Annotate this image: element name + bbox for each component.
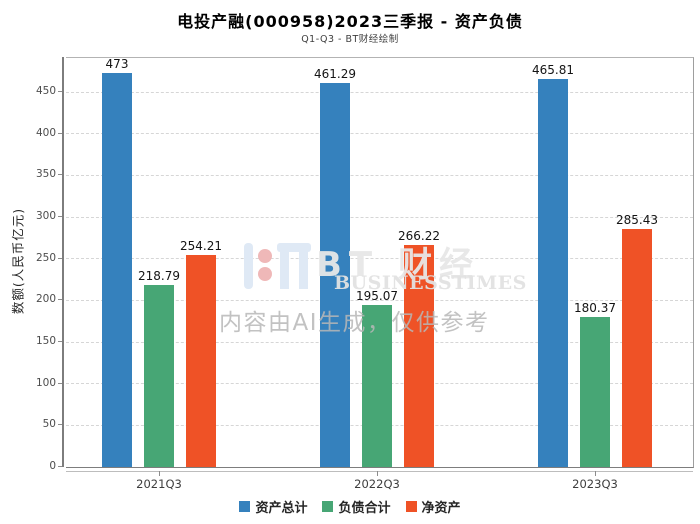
y-tick-mark: [58, 299, 62, 301]
bar-value-label: 180.37: [574, 300, 616, 315]
bar-资产总计-2021Q3: [102, 73, 132, 467]
bar-负债合计-2021Q3: [144, 284, 174, 467]
y-tick-mark: [58, 132, 62, 134]
legend-swatch: [405, 500, 417, 512]
bar-value-label: 266.22: [398, 229, 440, 244]
bar-value-label: 285.43: [616, 213, 658, 228]
legend-swatch: [322, 500, 334, 512]
gridline: [66, 299, 693, 301]
legend-label: 负债合计: [338, 500, 391, 516]
y-tick-mark: [58, 382, 62, 384]
bar-value-label: 195.07: [356, 288, 398, 303]
y-tick-label: 50: [42, 418, 56, 431]
y-tick-label: 350: [35, 168, 56, 181]
legend-swatch: [239, 500, 251, 512]
y-tick-mark: [58, 257, 62, 259]
bar-净资产-2023Q3: [622, 229, 652, 467]
x-tick-mark: [595, 471, 596, 476]
x-tick-mark: [377, 471, 378, 476]
bar-资产总计-2023Q3: [538, 78, 568, 467]
legend-label: 资产总计: [255, 500, 308, 516]
y-tick-label: 200: [35, 293, 56, 306]
y-tick-mark: [58, 216, 62, 218]
legend-item-资产总计: 资产总计: [239, 497, 307, 516]
watermark-disclaimer: 内容由AI生成，仅供参考: [219, 310, 490, 336]
x-tick-label: 2022Q3: [354, 477, 400, 491]
gridline: [66, 216, 693, 218]
y-tick-label: 400: [35, 126, 56, 139]
x-axis-line: [66, 471, 693, 472]
bar-净资产-2021Q3: [186, 255, 216, 467]
y-tick-mark: [58, 174, 62, 176]
y-tick-label: 300: [35, 210, 56, 223]
plot-area: 473 461.29 465.81 218.79 195.07 180.37 254.21 2…: [66, 57, 694, 468]
gridline: [66, 133, 693, 135]
y-tick-mark: [58, 341, 62, 343]
gridline: [66, 91, 693, 93]
y-tick-label: 150: [35, 335, 56, 348]
legend-item-净资产: 净资产: [405, 497, 461, 516]
legend-item-负债合计: 负债合计: [322, 497, 391, 516]
bar-资产总计-2022Q3: [320, 82, 350, 467]
legend: 资产总计 负债合计 净资产: [0, 497, 700, 516]
bar-负债合计-2023Q3: [580, 316, 610, 467]
bar-value-label: 465.81: [532, 62, 574, 77]
bar-value-label: 461.29: [314, 66, 356, 81]
gridline: [66, 258, 693, 260]
legend-label: 净资产: [421, 500, 461, 516]
bar-value-label: 254.21: [180, 239, 222, 254]
bar-value-label: 473: [105, 57, 129, 71]
y-tick-mark: [58, 91, 62, 93]
gridline: [66, 174, 693, 176]
y-tick-label: 250: [35, 251, 56, 264]
y-tick-label: 0: [49, 460, 56, 472]
y-tick-label: 100: [35, 376, 56, 389]
bar-负债合计-2022Q3: [362, 304, 392, 467]
x-tick-label: 2023Q3: [572, 477, 618, 491]
x-tick-mark: [159, 471, 160, 476]
y-axis-line: [62, 57, 64, 467]
x-tick-label: 2021Q3: [136, 477, 182, 491]
y-tick-label: 450: [35, 85, 56, 98]
y-tick-mark: [58, 424, 62, 426]
bar-value-label: 218.79: [138, 268, 180, 283]
chart-title: 电投产融(000958)2023三季报 - 资产负债: [177, 12, 523, 31]
y-tick-mark: [58, 466, 62, 467]
bar-净资产-2022Q3: [404, 245, 434, 467]
chart-subtitle: Q1-Q3 - BT财经绘制: [301, 34, 399, 45]
